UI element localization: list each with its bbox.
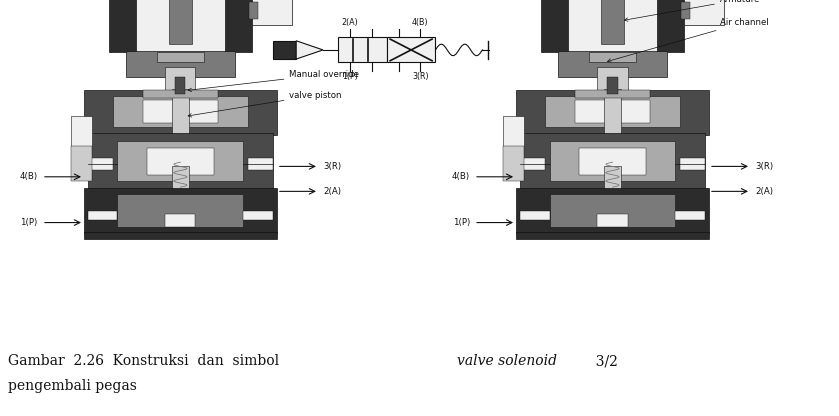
Bar (520, 133, 705, 189)
Polygon shape (296, 41, 323, 59)
Bar (681, 2, 690, 19)
Bar (143, 90, 218, 98)
Bar (84, 188, 277, 233)
Bar (165, 67, 195, 94)
Bar (607, 77, 618, 94)
Text: 3(R): 3(R) (755, 162, 774, 171)
Bar (157, 52, 204, 62)
Bar (117, 141, 243, 181)
Text: 2(A): 2(A) (341, 18, 358, 27)
Text: 2(A): 2(A) (755, 187, 773, 196)
Text: valve piston: valve piston (188, 91, 342, 117)
Bar (684, 0, 724, 25)
Bar (516, 90, 709, 135)
Bar (604, 89, 621, 137)
Bar (579, 148, 646, 175)
Text: Air channel: Air channel (607, 18, 769, 62)
Bar (516, 232, 709, 239)
Bar (126, 51, 235, 77)
Bar (169, 0, 192, 44)
Text: 1(P): 1(P) (20, 218, 38, 227)
Bar (243, 211, 273, 220)
Bar (172, 89, 189, 137)
Text: 3(R): 3(R) (323, 162, 341, 171)
Bar (520, 158, 545, 170)
Text: valve solenoid: valve solenoid (457, 354, 557, 368)
Bar (338, 37, 387, 62)
Bar (541, 0, 568, 52)
Bar (88, 158, 113, 170)
Bar (589, 52, 636, 62)
Bar (165, 214, 195, 227)
Bar (249, 2, 258, 19)
Text: 1(P): 1(P) (452, 218, 470, 227)
Bar (550, 194, 675, 227)
Bar (568, 0, 657, 52)
Bar (503, 116, 524, 146)
Bar (71, 116, 92, 146)
Bar (680, 158, 705, 170)
Bar (597, 67, 628, 94)
Bar (657, 0, 684, 52)
Bar (88, 133, 273, 189)
Bar (175, 77, 185, 94)
Bar (84, 90, 277, 135)
Bar (147, 148, 214, 175)
Text: 2(A): 2(A) (323, 187, 341, 196)
Text: 4(B): 4(B) (451, 172, 470, 181)
Bar (225, 0, 252, 52)
Bar (558, 51, 667, 77)
Bar (675, 211, 705, 220)
Bar (71, 146, 92, 181)
Text: Armature: Armature (624, 0, 760, 21)
Bar (604, 166, 621, 189)
Text: Gambar  2.26  Konstruksi  dan  simbol: Gambar 2.26 Konstruksi dan simbol (8, 354, 289, 368)
Bar (248, 158, 273, 170)
Bar (88, 211, 117, 220)
Bar (252, 0, 292, 25)
Bar (273, 41, 296, 59)
Bar (113, 96, 248, 127)
Bar (117, 194, 243, 227)
Bar (503, 146, 524, 181)
Text: 4(B): 4(B) (412, 18, 429, 27)
Bar (520, 211, 550, 220)
Bar (516, 188, 709, 233)
Bar (84, 232, 277, 239)
Bar (387, 37, 435, 62)
Text: pengembali pegas: pengembali pegas (8, 379, 138, 393)
Bar (143, 100, 218, 123)
Bar (597, 214, 628, 227)
Bar (545, 96, 680, 127)
Text: Manual override: Manual override (188, 70, 359, 92)
Bar (601, 0, 624, 44)
Bar (575, 90, 650, 98)
Text: 1(P): 1(P) (342, 72, 357, 82)
Bar (136, 0, 225, 52)
Bar (550, 141, 675, 181)
Text: 4(B): 4(B) (19, 172, 38, 181)
Text: 3(R): 3(R) (412, 72, 429, 82)
Text: 3/2: 3/2 (587, 354, 618, 368)
Bar (575, 100, 650, 123)
Bar (172, 166, 189, 189)
Bar (109, 0, 136, 52)
